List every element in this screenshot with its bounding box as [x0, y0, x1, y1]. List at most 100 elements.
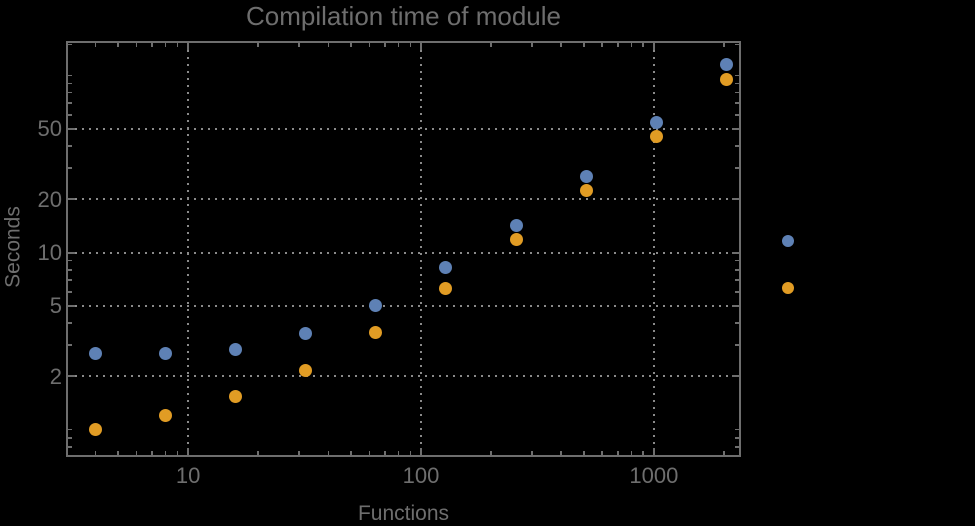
y-major-tick: [732, 251, 739, 254]
y-major-tick: [68, 198, 75, 201]
data-point-series-1-blue: [88, 346, 102, 360]
y-gridline: [68, 251, 739, 254]
x-tick-label: 1000: [629, 463, 679, 488]
y-minor-tick: [68, 437, 72, 439]
y-major-tick: [732, 375, 739, 378]
x-minor-tick: [560, 43, 562, 47]
chart-title: Compilation time of module: [245, 1, 562, 31]
y-minor-tick: [735, 102, 739, 104]
x-minor-tick: [327, 451, 330, 455]
y-minor-tick: [68, 145, 72, 147]
y-major-tick: [68, 304, 75, 307]
data-point-series-2-orange: [649, 129, 663, 143]
y-minor-tick: [68, 279, 72, 281]
data-point-series-1-blue: [509, 218, 523, 232]
x-minor-tick: [350, 43, 352, 47]
y-major-tick: [732, 127, 739, 130]
x-minor-tick: [368, 43, 371, 47]
data-point-series-2-orange: [159, 409, 173, 423]
y-minor-tick: [735, 279, 739, 281]
y-minor-tick: [735, 43, 739, 46]
y-minor-tick: [68, 91, 72, 94]
y-minor-tick: [68, 344, 72, 346]
x-minor-tick: [490, 451, 492, 455]
y-minor-tick: [68, 43, 72, 46]
x-minor-tick: [560, 451, 562, 455]
x-minor-tick: [409, 43, 412, 47]
data-point-series-2-orange: [229, 389, 243, 403]
x-minor-tick: [164, 451, 167, 455]
x-tick-label: 10: [175, 463, 201, 488]
x-minor-tick: [94, 451, 97, 455]
data-point-series-1-blue: [229, 342, 243, 356]
x-minor-tick: [298, 43, 300, 47]
data-point-series-1-blue: [719, 58, 733, 72]
x-minor-tick: [176, 451, 179, 455]
data-point-series-2-orange: [719, 72, 733, 86]
x-minor-tick: [257, 43, 259, 47]
x-minor-tick: [642, 451, 644, 455]
x-minor-tick: [601, 43, 603, 47]
y-tick-label: 10: [37, 240, 62, 266]
y-minor-tick: [68, 259, 72, 262]
x-minor-tick: [94, 43, 97, 47]
y-minor-tick: [68, 74, 72, 77]
x-minor-tick: [723, 451, 725, 455]
x-axis-label: Functions: [357, 502, 450, 525]
y-tick-label: 50: [37, 116, 62, 142]
x-major-tick: [652, 448, 655, 455]
y-major-tick: [732, 304, 739, 307]
data-point-series-1-blue: [579, 169, 593, 183]
x-minor-tick: [298, 451, 300, 455]
x-major-tick: [187, 448, 190, 455]
x-minor-tick: [531, 43, 533, 47]
data-point-series-1-blue: [439, 261, 453, 275]
data-point-series-1-blue: [299, 326, 313, 340]
y-minor-tick: [735, 82, 739, 85]
x-minor-tick: [617, 43, 619, 47]
legend-marker-series-2-orange: [782, 282, 794, 294]
x-gridline: [652, 43, 655, 455]
x-minor-tick: [368, 451, 371, 455]
plot-frame: [66, 41, 741, 457]
x-minor-tick: [257, 451, 259, 455]
y-minor-tick: [735, 145, 739, 147]
x-minor-tick: [601, 451, 603, 455]
y-minor-tick: [735, 91, 739, 94]
x-minor-tick: [583, 43, 585, 47]
y-minor-tick: [735, 437, 739, 439]
data-point-series-1-blue: [369, 299, 383, 313]
y-minor-tick: [735, 74, 739, 77]
y-minor-tick: [735, 344, 739, 346]
data-point-series-1-blue: [159, 346, 173, 360]
data-point-series-1-blue: [649, 116, 663, 130]
y-minor-tick: [68, 322, 72, 324]
x-minor-tick: [176, 43, 179, 47]
x-minor-tick: [617, 451, 619, 455]
x-major-tick: [419, 448, 422, 455]
x-minor-tick: [151, 43, 153, 47]
x-major-tick: [652, 43, 655, 50]
data-point-series-2-orange: [509, 233, 523, 247]
x-minor-tick: [583, 451, 585, 455]
y-gridline: [68, 127, 739, 130]
y-minor-tick: [68, 446, 72, 448]
y-minor-tick: [735, 259, 739, 262]
x-minor-tick: [135, 451, 138, 455]
y-major-tick: [68, 251, 75, 254]
y-tick-label: 5: [49, 293, 62, 319]
y-major-tick: [68, 127, 75, 130]
y-minor-tick: [68, 102, 72, 104]
x-minor-tick: [642, 43, 644, 47]
x-minor-tick: [384, 451, 386, 455]
x-minor-tick: [630, 43, 633, 47]
y-minor-tick: [735, 269, 739, 271]
y-major-tick: [732, 198, 739, 201]
x-minor-tick: [531, 451, 533, 455]
x-minor-tick: [117, 451, 119, 455]
y-minor-tick: [68, 114, 72, 116]
y-minor-tick: [735, 322, 739, 324]
y-minor-tick: [68, 428, 72, 431]
x-minor-tick: [409, 451, 412, 455]
